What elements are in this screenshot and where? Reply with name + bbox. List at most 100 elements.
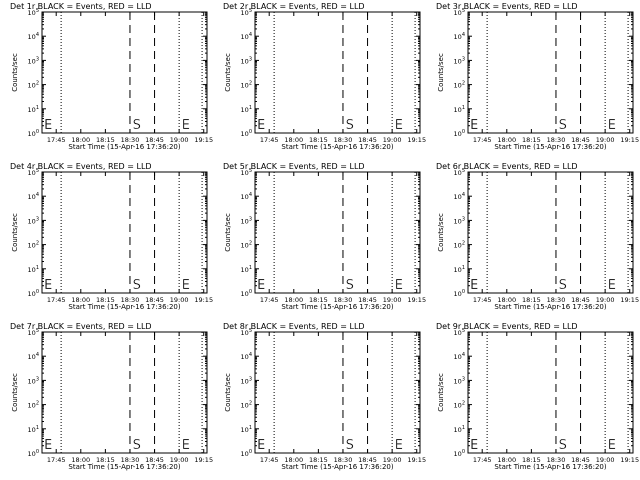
y-axis-label: Counts/sec bbox=[11, 373, 19, 412]
x-tick-label: 19:00 bbox=[383, 136, 402, 144]
y-axis-label: Counts/sec bbox=[11, 53, 19, 92]
x-tick-label: 18:15 bbox=[309, 456, 328, 464]
x-tick-label: 18:45 bbox=[145, 296, 164, 304]
x-axis-label: Start Time (15-Apr-16 17:36:20) bbox=[494, 463, 606, 471]
chart-title: Det 4r BLACK = Events, RED = LLD bbox=[10, 162, 152, 171]
x-tick-label: 18:30 bbox=[547, 296, 566, 304]
x-tick-label: 18:15 bbox=[96, 296, 115, 304]
detector-chart: Det 2r BLACK = Events, RED = LLD Start Ti… bbox=[223, 2, 426, 151]
y-tick-label: 103 bbox=[241, 376, 252, 385]
x-tick-label: 17:45 bbox=[473, 136, 492, 144]
x-tick-label: 19:15 bbox=[194, 136, 213, 144]
event-marker-label: E bbox=[182, 438, 190, 453]
x-tick-label: 18:15 bbox=[522, 456, 541, 464]
y-tick-label: 101 bbox=[28, 105, 39, 114]
event-marker-label: E bbox=[257, 438, 265, 453]
y-tick-label: 102 bbox=[454, 401, 465, 410]
x-tick-label: 18:15 bbox=[96, 456, 115, 464]
x-tick-label: 19:15 bbox=[194, 456, 213, 464]
y-tick-label: 104 bbox=[454, 192, 465, 201]
x-tick-label: 18:45 bbox=[571, 296, 590, 304]
x-tick-label: 18:45 bbox=[358, 136, 377, 144]
y-axis-label: Counts/sec bbox=[437, 213, 445, 252]
detector-chart: Det 5r BLACK = Events, RED = LLD Start Ti… bbox=[223, 162, 426, 311]
event-marker-label: E bbox=[608, 278, 616, 293]
y-tick-label: 100 bbox=[28, 449, 39, 458]
y-tick-label: 100 bbox=[454, 289, 465, 298]
y-tick-label: 103 bbox=[241, 56, 252, 65]
plot-frame bbox=[254, 331, 421, 454]
x-tick-label: 19:00 bbox=[170, 296, 189, 304]
x-tick-label: 18:00 bbox=[497, 456, 516, 464]
event-marker-label: S bbox=[346, 118, 354, 133]
y-tick-label: 101 bbox=[241, 425, 252, 434]
y-tick-label: 101 bbox=[454, 425, 465, 434]
y-tick-label: 103 bbox=[454, 376, 465, 385]
x-tick-label: 17:45 bbox=[260, 296, 279, 304]
x-tick-label: 18:45 bbox=[358, 296, 377, 304]
y-tick-label: 103 bbox=[28, 376, 39, 385]
x-tick-label: 18:45 bbox=[358, 456, 377, 464]
y-tick-label: 100 bbox=[241, 289, 252, 298]
event-marker-label: S bbox=[559, 278, 567, 293]
event-marker-label: E bbox=[44, 118, 52, 133]
chart-title: Det 7r BLACK = Events, RED = LLD bbox=[10, 322, 152, 331]
y-tick-label: 101 bbox=[28, 265, 39, 274]
y-tick-label: 105 bbox=[241, 328, 252, 337]
y-tick-label: 100 bbox=[241, 129, 252, 138]
detector-chart: Det 8r BLACK = Events, RED = LLD Start Ti… bbox=[223, 322, 426, 471]
y-axis-label: Counts/sec bbox=[11, 213, 19, 252]
x-axis-label: Start Time (15-Apr-16 17:36:20) bbox=[494, 303, 606, 311]
detector-panel: Det 2r BLACK = Events, RED = LLD Start Ti… bbox=[213, 0, 426, 160]
x-tick-label: 18:00 bbox=[284, 456, 303, 464]
detector-chart: Det 7r BLACK = Events, RED = LLD Start Ti… bbox=[10, 322, 213, 471]
y-tick-label: 104 bbox=[454, 32, 465, 41]
x-tick-label: 18:00 bbox=[71, 136, 90, 144]
x-tick-label: 18:45 bbox=[145, 456, 164, 464]
event-marker-label: S bbox=[346, 278, 354, 293]
y-axis-label: Counts/sec bbox=[224, 53, 232, 92]
x-tick-label: 19:00 bbox=[170, 456, 189, 464]
y-tick-label: 105 bbox=[28, 168, 39, 177]
chart-title: Det 2r BLACK = Events, RED = LLD bbox=[223, 2, 365, 11]
event-marker-label: S bbox=[559, 118, 567, 133]
event-marker-label: E bbox=[470, 438, 478, 453]
plot-frame bbox=[467, 11, 634, 134]
y-tick-label: 104 bbox=[28, 32, 39, 41]
event-marker-label: E bbox=[182, 278, 190, 293]
x-tick-label: 17:45 bbox=[260, 136, 279, 144]
chart-title: Det 5r BLACK = Events, RED = LLD bbox=[223, 162, 365, 171]
event-marker-label: E bbox=[470, 118, 478, 133]
plot-frame bbox=[41, 331, 208, 454]
x-tick-label: 18:30 bbox=[121, 296, 140, 304]
detector-panel: Det 6r BLACK = Events, RED = LLD Start Ti… bbox=[426, 160, 639, 320]
plot-frame bbox=[41, 171, 208, 294]
x-tick-label: 19:15 bbox=[407, 136, 426, 144]
x-tick-label: 17:45 bbox=[473, 296, 492, 304]
x-tick-label: 17:45 bbox=[473, 456, 492, 464]
y-tick-label: 103 bbox=[454, 216, 465, 225]
x-axis-label: Start Time (15-Apr-16 17:36:20) bbox=[68, 463, 180, 471]
event-marker-label: E bbox=[44, 438, 52, 453]
y-tick-label: 103 bbox=[28, 216, 39, 225]
event-marker-label: E bbox=[608, 118, 616, 133]
x-tick-label: 19:00 bbox=[596, 136, 615, 144]
y-tick-label: 101 bbox=[28, 425, 39, 434]
y-axis-label: Counts/sec bbox=[224, 213, 232, 252]
plot-frame bbox=[41, 11, 208, 134]
event-marker-label: E bbox=[44, 278, 52, 293]
event-marker-label: E bbox=[395, 278, 403, 293]
x-tick-label: 18:00 bbox=[71, 296, 90, 304]
x-tick-label: 18:30 bbox=[121, 456, 140, 464]
x-tick-label: 19:00 bbox=[383, 456, 402, 464]
x-tick-label: 18:15 bbox=[96, 136, 115, 144]
x-tick-label: 18:00 bbox=[497, 136, 516, 144]
x-tick-label: 18:30 bbox=[334, 456, 353, 464]
y-tick-label: 101 bbox=[241, 105, 252, 114]
y-tick-label: 104 bbox=[28, 192, 39, 201]
y-tick-label: 102 bbox=[28, 241, 39, 250]
y-tick-label: 102 bbox=[454, 241, 465, 250]
y-tick-label: 100 bbox=[454, 449, 465, 458]
y-tick-label: 105 bbox=[28, 8, 39, 17]
detector-panel: Det 7r BLACK = Events, RED = LLD Start Ti… bbox=[0, 320, 213, 480]
